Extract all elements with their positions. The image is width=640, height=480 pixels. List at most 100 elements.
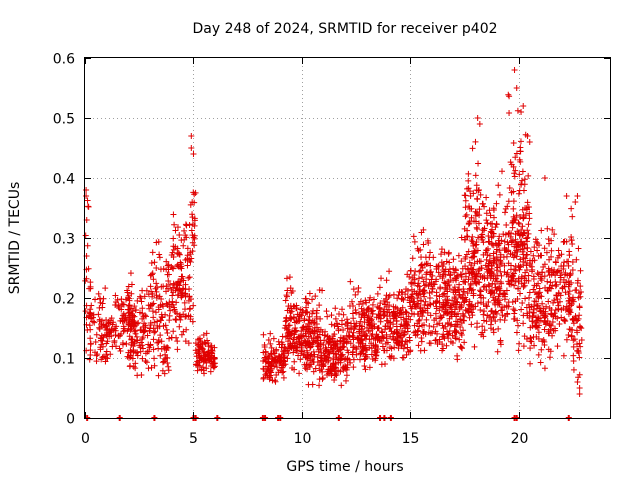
data-point (319, 287, 326, 294)
data-point (574, 317, 581, 324)
data-point (297, 356, 304, 363)
data-point (126, 302, 133, 309)
data-point (320, 341, 327, 348)
data-point (501, 238, 508, 245)
data-point (265, 359, 272, 366)
data-point (377, 338, 384, 345)
data-point (365, 327, 372, 334)
data-point (288, 289, 295, 296)
data-point (429, 272, 436, 279)
data-point (539, 300, 546, 307)
data-point (497, 268, 504, 275)
data-point (552, 278, 559, 285)
data-point (170, 265, 177, 272)
data-point (423, 281, 430, 288)
data-point (464, 265, 471, 272)
data-point (370, 296, 377, 303)
data-point (420, 287, 427, 294)
data-point (488, 307, 495, 314)
data-point (84, 242, 91, 249)
data-point (434, 297, 441, 304)
data-point (387, 333, 394, 340)
data-point (298, 333, 305, 340)
data-point (153, 280, 160, 287)
data-point (392, 313, 399, 320)
data-point (432, 336, 439, 343)
data-point (413, 290, 420, 297)
data-point (427, 269, 433, 276)
data-point (446, 281, 453, 288)
data-point (457, 324, 464, 331)
data-point (187, 201, 194, 208)
data-point (318, 349, 325, 356)
data-point (572, 313, 579, 320)
data-point (527, 248, 534, 255)
data-point (334, 338, 341, 345)
data-point (524, 199, 531, 206)
data-point (476, 206, 483, 213)
data-point (458, 258, 465, 265)
data-point (565, 291, 572, 298)
data-point (92, 296, 99, 303)
data-point (117, 348, 124, 355)
data-point (192, 347, 199, 354)
data-point (550, 313, 557, 320)
data-point (111, 339, 118, 346)
data-point (443, 342, 450, 349)
data-point (530, 309, 537, 316)
data-point (125, 292, 132, 299)
data-point (453, 277, 460, 284)
data-point (273, 371, 280, 378)
data-point (102, 285, 109, 292)
data-point (576, 312, 583, 319)
data-point (306, 323, 313, 330)
data-point (185, 275, 192, 282)
data-point (467, 306, 474, 313)
data-point (186, 293, 193, 300)
data-point (484, 220, 491, 227)
data-point (262, 371, 269, 378)
x-axis-label: GPS time / hours (286, 459, 403, 475)
data-point (386, 325, 393, 332)
data-point (411, 238, 418, 245)
data-point (468, 321, 475, 328)
data-point (418, 261, 425, 268)
data-point (515, 190, 522, 197)
data-point (338, 352, 345, 359)
data-point (474, 300, 481, 307)
data-point (379, 333, 386, 340)
data-point (410, 329, 417, 336)
data-point (481, 225, 488, 232)
data-point (516, 221, 523, 228)
data-point (531, 244, 538, 251)
data-point (440, 345, 447, 352)
data-point (356, 328, 363, 335)
data-point (414, 328, 421, 335)
data-point (293, 344, 300, 351)
data-point (283, 275, 290, 282)
data-point (455, 252, 462, 259)
data-point (393, 329, 400, 336)
data-point (139, 342, 146, 349)
data-point (441, 249, 448, 256)
data-point (164, 344, 171, 351)
data-point (350, 356, 357, 363)
data-point (315, 334, 322, 341)
data-point (495, 240, 502, 247)
data-point (99, 338, 106, 345)
data-point (375, 334, 382, 341)
data-point (358, 305, 365, 312)
data-point (170, 253, 177, 260)
data-point (407, 316, 414, 323)
data-point (139, 355, 146, 362)
y-axis-label: SRMTID / TECUs (7, 182, 23, 295)
data-point (465, 177, 472, 184)
data-point (140, 345, 147, 352)
data-point (465, 185, 472, 192)
data-point (556, 252, 563, 259)
data-point (332, 305, 339, 312)
data-point (383, 277, 390, 284)
data-point (515, 347, 522, 354)
data-point (547, 279, 554, 286)
data-point (526, 289, 533, 296)
